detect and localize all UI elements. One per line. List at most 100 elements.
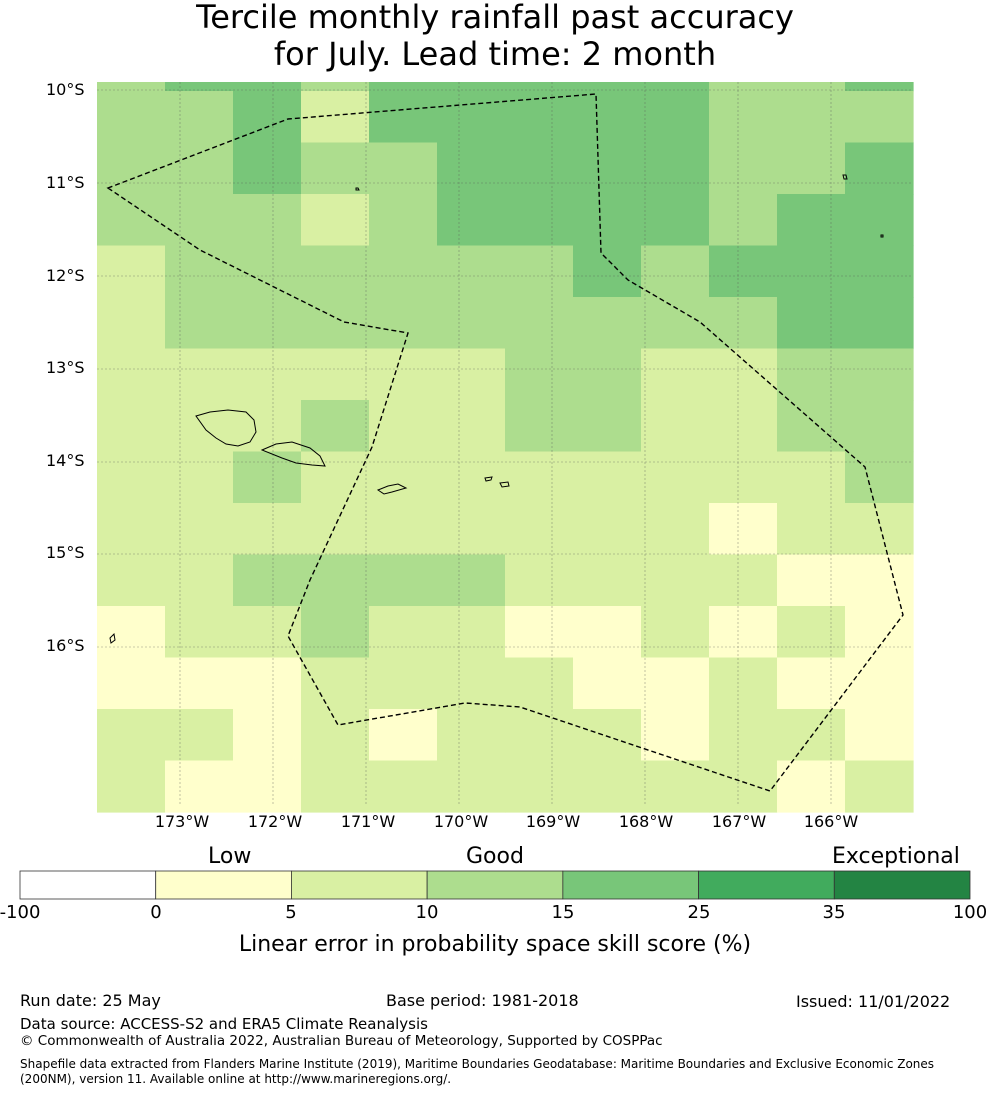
skill-cell: [369, 297, 438, 350]
skill-cell: [709, 82, 778, 92]
skill-cell: [437, 297, 506, 350]
skill-cell: [505, 554, 574, 607]
colorbar: [19, 870, 971, 900]
skill-cell: [97, 657, 166, 710]
skill-cell: [777, 657, 846, 710]
skill-cell: [641, 760, 710, 813]
category-good: Good: [466, 844, 524, 869]
island-tau: [499, 481, 510, 488]
skill-cell: [301, 606, 370, 659]
skill-cell: [165, 142, 234, 195]
shapefile-note-line2: (200NM), version 11. Available online at…: [20, 1072, 452, 1086]
eez-boundary: [106, 93, 904, 792]
skill-cell: [845, 297, 914, 350]
skill-cell: [709, 760, 778, 813]
skill-cell: [233, 709, 302, 762]
skill-cell: [573, 245, 642, 298]
colorbar-tick: 10: [415, 902, 439, 923]
skill-cell: [573, 91, 642, 144]
skill-cell: [573, 709, 642, 762]
skill-cell: [165, 606, 234, 659]
colorbar-tick: -100: [0, 902, 41, 923]
skill-cell: [301, 451, 370, 504]
skill-cell: [369, 451, 438, 504]
skill-cell: [233, 82, 302, 92]
skill-cell: [845, 554, 914, 607]
skill-cell: [573, 503, 642, 556]
island-tutuila: [376, 483, 408, 495]
skill-cell: [301, 760, 370, 813]
skill-cell: [505, 451, 574, 504]
lat-label-11s: 11°S: [46, 173, 85, 192]
skill-cell: [437, 142, 506, 195]
skill-cell: [233, 142, 302, 195]
colorbar-tick: 0: [150, 902, 162, 923]
skill-cell: [233, 554, 302, 607]
skill-cell: [233, 657, 302, 710]
graticule: [97, 82, 913, 805]
map-title-line1: Tercile monthly rainfall past accuracy: [196, 0, 794, 36]
skill-cell: [165, 503, 234, 556]
colorbar-title: Linear error in probability space skill …: [238, 932, 752, 957]
skill-cell: [845, 400, 914, 453]
skill-cell: [369, 194, 438, 247]
skill-cell: [97, 451, 166, 504]
skill-cell: [505, 348, 574, 401]
colorbar-tick: 35: [822, 902, 846, 923]
skill-cell: [97, 554, 166, 607]
skill-cell: [437, 245, 506, 298]
skill-cell: [641, 451, 710, 504]
skill-cell: [709, 554, 778, 607]
lon-label-169w: 169°W: [525, 812, 581, 831]
skill-cell: [505, 503, 574, 556]
skill-cell: [777, 709, 846, 762]
skill-cell: [437, 554, 506, 607]
colorbar-tick: 5: [285, 902, 297, 923]
skill-cell: [641, 297, 710, 350]
skill-cell: [97, 297, 166, 350]
skill-cell: [233, 606, 302, 659]
island-ofu: [484, 476, 493, 482]
colorbar-swatch: [426, 870, 564, 900]
skill-cell: [709, 245, 778, 298]
skill-cell: [641, 657, 710, 710]
skill-cell: [165, 400, 234, 453]
skill-cell: [845, 194, 914, 247]
skill-cell: [233, 245, 302, 298]
skill-cell: [777, 91, 846, 144]
colorbar-tick: 15: [551, 902, 575, 923]
skill-cell: [233, 503, 302, 556]
skill-cell: [641, 245, 710, 298]
skill-cell: [573, 348, 642, 401]
skill-cell: [777, 82, 846, 92]
colorbar-swatch: [291, 870, 428, 900]
skill-cell: [573, 760, 642, 813]
skill-cell: [165, 194, 234, 247]
lon-label-173w: 173°W: [154, 812, 210, 831]
skill-cell: [641, 400, 710, 453]
skill-cell: [505, 194, 574, 247]
skill-cell: [845, 657, 914, 710]
skill-cell: [97, 400, 166, 453]
island-swains: [355, 187, 360, 191]
skill-cell: [97, 245, 166, 298]
colorbar-tick: 25: [687, 902, 711, 923]
skill-cell: [709, 657, 778, 710]
skill-cell: [437, 82, 506, 92]
lon-label-171w: 171°W: [340, 812, 396, 831]
skill-cell: [573, 657, 642, 710]
skill-cell: [505, 245, 574, 298]
skill-cell: [709, 503, 778, 556]
skill-cell: [301, 400, 370, 453]
skill-cell: [777, 348, 846, 401]
skill-cell: [709, 709, 778, 762]
skill-cell: [845, 91, 914, 144]
skill-cell: [165, 297, 234, 350]
skill-cell: [165, 91, 234, 144]
skill-cell: [165, 245, 234, 298]
colorbar-tick: 100: [952, 902, 988, 923]
skill-cell: [777, 503, 846, 556]
skill-cell: [301, 142, 370, 195]
lat-label-14s: 14°S: [46, 451, 85, 470]
skill-cell: [573, 554, 642, 607]
